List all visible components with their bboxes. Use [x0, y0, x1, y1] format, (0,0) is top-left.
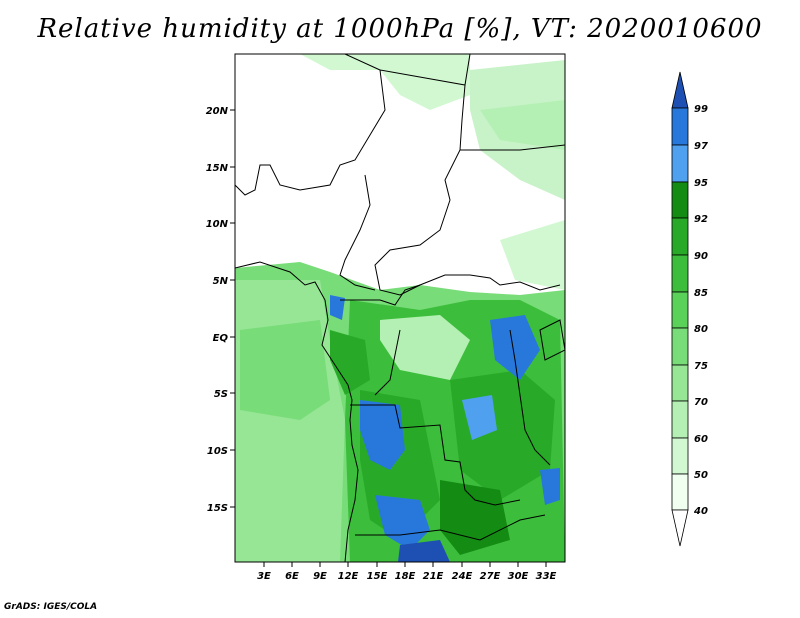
colorbar-label: 70: [694, 397, 708, 408]
colorbar-label: 50: [694, 470, 708, 481]
humidity-patch-south-dark: [440, 480, 510, 555]
x-tick-label: 21E: [423, 571, 444, 582]
map-frame: [234, 53, 566, 563]
colorbar-segment: [671, 181, 689, 219]
border-congo-drc: [374, 329, 401, 396]
colorbar-segment: [671, 364, 689, 402]
humidity-patch-central: [380, 315, 470, 380]
humidity-max-southwest: [375, 495, 430, 550]
colorbar-segment: [671, 217, 689, 256]
colorbar-top-arrow: [671, 71, 689, 109]
colorbar-label: 85: [694, 288, 708, 299]
humidity-max-central: [462, 395, 497, 440]
colorbar-label: 80: [694, 324, 708, 335]
y-tick-label: 15S: [207, 503, 228, 514]
colorbar-segment: [671, 327, 689, 366]
border-chad-car-sudan: [374, 84, 561, 296]
colorbar-segment: [671, 144, 689, 183]
border-niger-nigeria: [235, 54, 386, 196]
humidity-patch-ne2: [480, 100, 565, 150]
x-tick-label: 27E: [480, 571, 501, 582]
y-tick-label: 15N: [206, 163, 229, 174]
humidity-patch-gabon: [330, 330, 370, 395]
colorbar-segment: [671, 107, 689, 146]
humidity-max-south: [398, 540, 450, 562]
x-tick-label: 3E: [257, 571, 271, 582]
colorbar-segment: [671, 473, 689, 511]
colorbar-segment: [671, 291, 689, 329]
colorbar-segment: [671, 437, 689, 475]
colorbar-label: 90: [694, 251, 708, 262]
colorbar-label: 40: [693, 506, 708, 517]
x-tick-label: 12E: [338, 571, 359, 582]
colorbar-label: 97: [694, 141, 708, 152]
y-tick-label: 20N: [206, 106, 229, 117]
map-plot-area: [235, 54, 565, 562]
y-tick-label: 10S: [207, 446, 228, 457]
y-tick-label: 10N: [206, 219, 229, 230]
border-angola-drc: [350, 404, 521, 506]
colorbar-label: 99: [694, 104, 708, 115]
colorbar-bottom-arrow: [671, 509, 689, 547]
y-tick-label: 5N: [213, 276, 229, 287]
grads-credit: GrADS: IGES/COLA: [4, 602, 98, 612]
border-cameroon: [339, 174, 376, 291]
humidity-max-west: [360, 400, 405, 470]
y-tick-label: 5S: [214, 389, 228, 400]
colorbar-label: 92: [694, 214, 708, 225]
x-tick-label: 6E: [285, 571, 299, 582]
humidity-patch-north: [300, 54, 470, 110]
colorbar: [671, 71, 689, 547]
humidity-ocean-patch: [240, 320, 330, 420]
x-axis: 3E 6E 9E 12E 15E 18E 21E 24E 27E 30E 33E: [257, 562, 557, 582]
y-axis: 20N 15N 10N 5N EQ 5S 10S 15S: [206, 106, 235, 514]
humidity-patch-east: [500, 220, 565, 290]
colorbar-label: 75: [694, 361, 708, 372]
border-great-lakes: [509, 329, 551, 466]
border-congo-north: [340, 284, 421, 306]
x-tick-label: 24E: [452, 571, 473, 582]
x-tick-label: 30E: [508, 571, 529, 582]
humidity-max-cameroon: [330, 295, 345, 320]
colorbar-segment: [671, 254, 689, 293]
colorbar-labels: 99 97 95 92 90 85 80 75 70 60 50 40: [693, 104, 708, 517]
humidity-max-mozambique: [540, 468, 560, 505]
colorbar-segment: [671, 400, 689, 439]
colorbar-label: 95: [694, 178, 708, 189]
y-tick-label: EQ: [213, 333, 229, 344]
borders: [235, 54, 565, 562]
coastline: [235, 261, 359, 562]
humidity-max-east: [490, 315, 540, 380]
x-tick-label: 33E: [536, 571, 557, 582]
x-tick-label: 15E: [367, 571, 388, 582]
border-sudan-egypt: [460, 144, 565, 151]
plot-title: Relative humidity at 1000hPa [%], VT: 20…: [37, 14, 763, 44]
x-tick-label: 18E: [395, 571, 416, 582]
lake-victoria: [539, 319, 565, 361]
border-namibia-zambia: [355, 514, 546, 541]
x-tick-label: 9E: [313, 571, 327, 582]
colorbar-label: 60: [694, 434, 708, 445]
